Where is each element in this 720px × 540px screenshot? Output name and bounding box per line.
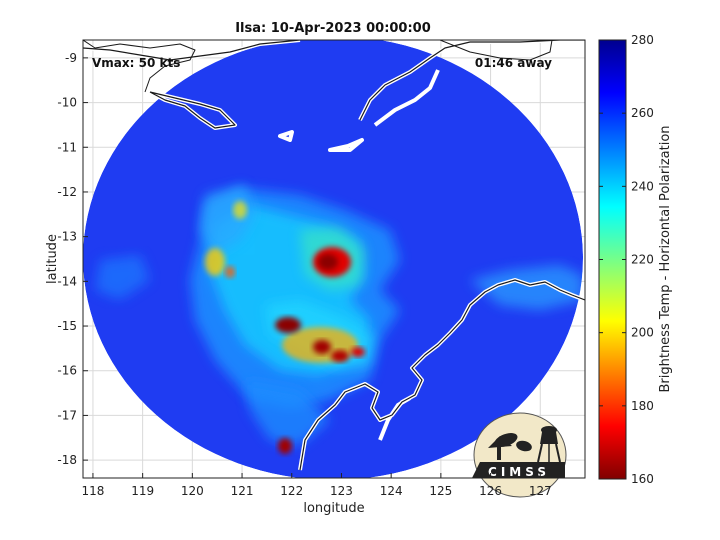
coastline-northeast-edge: [359, 40, 585, 121]
x-tick-label: 124: [380, 484, 403, 498]
colorbar-tick-label: 200: [631, 326, 654, 340]
y-axis-ticks: -9 -10 -11 -12 -13 -14 -15 -16 -17 -18: [57, 51, 88, 467]
axes-frame: [82, 39, 586, 479]
y-tick-label: -15: [57, 319, 77, 333]
vmax-label: Vmax: 50 kts: [92, 56, 180, 70]
isolated-core: [278, 438, 292, 454]
coastline-north-timor-edge: [83, 40, 301, 61]
x-tick-label: 121: [231, 484, 254, 498]
y-tick-label: -10: [57, 96, 77, 110]
coastline-small-island-1: [278, 130, 294, 142]
brightness-temp-swath: [83, 40, 583, 478]
colorbar-tick-label: 180: [631, 399, 654, 413]
y-tick-label: -13: [57, 230, 77, 244]
coastlines: [83, 40, 585, 471]
x-tick-label: 119: [131, 484, 154, 498]
band-core-3: [331, 350, 349, 362]
colorbar: [598, 39, 627, 480]
x-tick-label: 127: [529, 484, 552, 498]
water-tower-icon: [540, 432, 558, 444]
colorbar-tick-label: 220: [631, 253, 654, 267]
chart-title: Ilsa: 10-Apr-2023 00:00:00: [235, 21, 431, 36]
band-core-4: [351, 347, 365, 357]
x-axis-label: longitude: [303, 501, 364, 516]
y-tick-label: -12: [57, 185, 77, 199]
east-convection: [470, 265, 583, 310]
y-tick-label: -18: [57, 453, 77, 467]
colorbar-tick-label: 240: [631, 179, 654, 193]
y-tick-label: -14: [57, 274, 77, 288]
y-tick-label: -9: [65, 51, 77, 65]
south-band: [245, 380, 330, 445]
x-tick-label: 126: [479, 484, 502, 498]
eyewall-core-dark: [318, 254, 338, 270]
west-orange: [225, 266, 235, 278]
y-axis-label: latitude: [45, 234, 60, 284]
coastline-land-outline-nw: [83, 40, 196, 93]
colorbar-ticks: 160 180 200 220 240 260 280: [599, 33, 654, 486]
colorbar-tick-label: 280: [631, 33, 654, 47]
cimss-logo-text: CIMSS: [488, 465, 550, 479]
yellow-nw: [233, 201, 247, 219]
y-tick-label: -11: [57, 140, 77, 154]
yellow-west: [205, 248, 225, 276]
coastline-north-island-edge: [149, 91, 236, 129]
colorbar-tick-label: 260: [631, 106, 654, 120]
x-tick-label: 120: [181, 484, 204, 498]
y-tick-label: -17: [57, 408, 77, 422]
band-core-1: [275, 317, 301, 333]
swath-patches: [95, 185, 583, 454]
west-patch: [95, 255, 150, 300]
coastline-kimberley-edge: [299, 279, 585, 471]
x-tick-label: 118: [81, 484, 104, 498]
band-core-2: [313, 340, 331, 354]
x-tick-label: 123: [330, 484, 353, 498]
y-tick-label: -16: [57, 364, 77, 378]
cimss-logo: CIMSS: [472, 412, 567, 498]
x-tick-label: 122: [280, 484, 303, 498]
colorbar-label: Brightness Temp - Horizontal Polarizatio…: [658, 125, 673, 392]
x-tick-label: 125: [429, 484, 452, 498]
time-away-label: 01:46 away: [475, 56, 552, 70]
coastline-small-island-2: [328, 138, 364, 152]
coastline-land-outline-ne: [439, 40, 553, 61]
colorbar-tick-label: 160: [631, 472, 654, 486]
coastline-northeast-inner: [373, 69, 440, 127]
x-axis-ticks: 118 119 120 121 122 123 124 125 126 127: [81, 473, 552, 498]
